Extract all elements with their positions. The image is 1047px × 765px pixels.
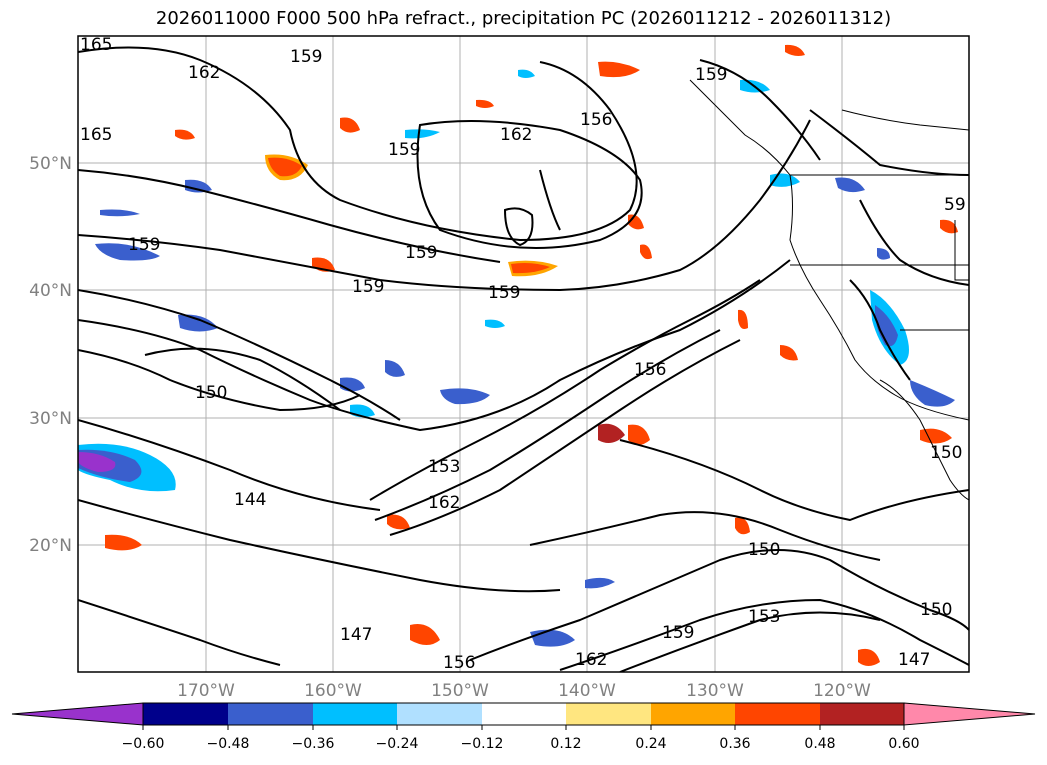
lon-label: 170°W: [177, 681, 235, 701]
map-frame: [77, 35, 970, 673]
colorbar-tick-label: 0.12: [550, 736, 581, 752]
colorbar-tick-label: 0.36: [719, 736, 750, 752]
contour-label: 165: [80, 35, 112, 55]
longitude-labels: 170°W 160°W 150°W 140°W 130°W 120°W: [177, 681, 871, 701]
contour-label: 162: [575, 650, 607, 670]
precip-negative-areas: [78, 69, 955, 647]
contour-label: 153: [428, 457, 460, 477]
contour-label: 156: [443, 653, 475, 673]
colorbar-bin: [566, 703, 651, 725]
contour-label: 144: [234, 490, 266, 510]
colorbar-tick-label: 0.24: [635, 736, 666, 752]
contour-label: 159: [290, 47, 322, 67]
colorbar-extend-right: [903, 702, 1036, 726]
colorbar-bin: [313, 703, 397, 725]
lon-label: 120°W: [813, 681, 871, 701]
contour-label: 162: [428, 493, 460, 513]
lon-label: 130°W: [686, 681, 744, 701]
contour-label: 159: [405, 243, 437, 263]
colorbar-tick-label: −0.60: [122, 736, 165, 752]
contour-label: 159: [352, 277, 384, 297]
colorbar-frame: [142, 702, 905, 726]
lon-label: 140°W: [558, 681, 616, 701]
contour-label: 159: [488, 283, 520, 303]
colorbar-tick-label: −0.48: [207, 736, 250, 752]
colorbar-bin: [143, 703, 228, 725]
lat-label: 40°N: [29, 281, 72, 301]
colorbar-tick-label: −0.24: [376, 736, 419, 752]
lat-label: 30°N: [29, 409, 72, 429]
colorbar-bin: [228, 703, 313, 725]
contour-label: 156: [580, 110, 612, 130]
contour-label: 159: [662, 623, 694, 643]
contour-label: 162: [188, 63, 220, 83]
contour-label: 156: [634, 360, 666, 380]
colorbar-tick-label: −0.36: [292, 736, 335, 752]
lat-label: 50°N: [29, 154, 72, 174]
latitude-labels: 50°N 40°N 30°N 20°N: [29, 154, 72, 556]
contour-label: 150: [930, 443, 962, 463]
contour-label: 147: [898, 650, 930, 670]
lat-label: 20°N: [29, 536, 72, 556]
colorbar-bin: [397, 703, 482, 725]
contour-label: 159: [128, 235, 160, 255]
refractivity-contours: [78, 46, 969, 672]
contour-labels: 165 162 159 165 159 162 156 159 159 159 …: [80, 35, 966, 673]
colorbar: −0.60 −0.48 −0.36 −0.24 −0.12 0.12 0.24 …: [11, 702, 1036, 752]
colorbar-bin: [820, 703, 904, 725]
lon-label: 150°W: [431, 681, 489, 701]
chart-title: 2026011000 F000 500 hPa refract., precip…: [155, 8, 892, 29]
coastline: [689, 79, 969, 501]
contour-label: 162: [500, 125, 532, 145]
colorbar-extend-left: [11, 702, 144, 726]
contour-label: 165: [80, 125, 112, 145]
map-area: [78, 36, 969, 672]
colorbar-tick-label: −0.12: [461, 736, 504, 752]
colorbar-tick-label: 0.60: [888, 736, 919, 752]
colorbar-bin: [482, 703, 566, 725]
contour-label: 153: [748, 607, 780, 627]
lon-label: 160°W: [304, 681, 362, 701]
contour-label: 150: [920, 600, 952, 620]
colorbar-tick-label: 0.48: [804, 736, 835, 752]
colorbar-bin: [735, 703, 820, 725]
contour-label: 147: [340, 625, 372, 645]
contour-label: 59: [944, 195, 966, 215]
contour-label: 150: [195, 383, 227, 403]
precip-positive-areas: [105, 44, 958, 666]
colorbar-bin: [651, 703, 735, 725]
contour-label: 159: [695, 65, 727, 85]
contour-label: 150: [748, 540, 780, 560]
contour-label: 159: [388, 140, 420, 160]
